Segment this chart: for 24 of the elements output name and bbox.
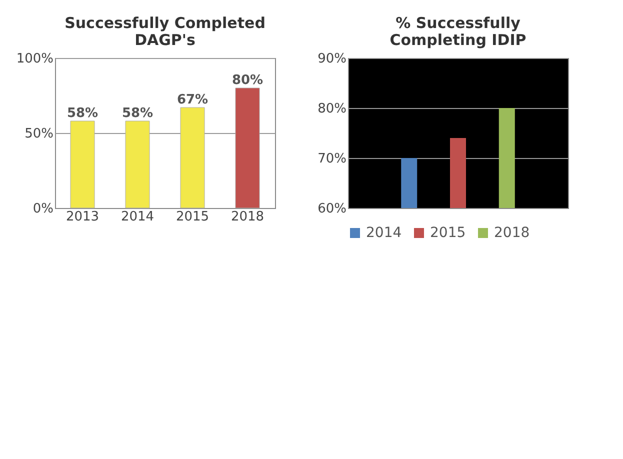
chart-title: % Successfully Completing IDIP <box>390 14 526 49</box>
y-tick-label: 70% <box>318 152 346 166</box>
bar <box>180 107 205 208</box>
bar <box>235 88 260 208</box>
data-label: 58% <box>122 106 154 121</box>
data-label: 80% <box>232 73 264 88</box>
data-label: 58% <box>66 106 98 121</box>
bar <box>70 120 95 208</box>
data-label: 67% <box>176 92 208 108</box>
legend-label: 2018 <box>494 225 530 241</box>
y-tick-label: 100% <box>16 52 54 66</box>
y-tick-label: 0% <box>32 202 54 216</box>
y-tick-label: 60% <box>318 202 346 216</box>
x-tick-label: 2013 <box>66 210 100 224</box>
x-tick-label: 2015 <box>176 210 210 224</box>
y-tick-label: 50% <box>24 126 54 142</box>
bar <box>125 120 150 208</box>
chart-title: Successfully Completed DAGP's <box>64 14 266 49</box>
y-tick-label: 80% <box>318 102 346 116</box>
legend-label: 2014 <box>366 225 402 241</box>
x-tick-label: 2014 <box>120 210 154 224</box>
y-tick-label: 90% <box>318 52 346 66</box>
legend-label: 2015 <box>430 225 466 241</box>
x-tick-label: 2018 <box>230 210 264 224</box>
